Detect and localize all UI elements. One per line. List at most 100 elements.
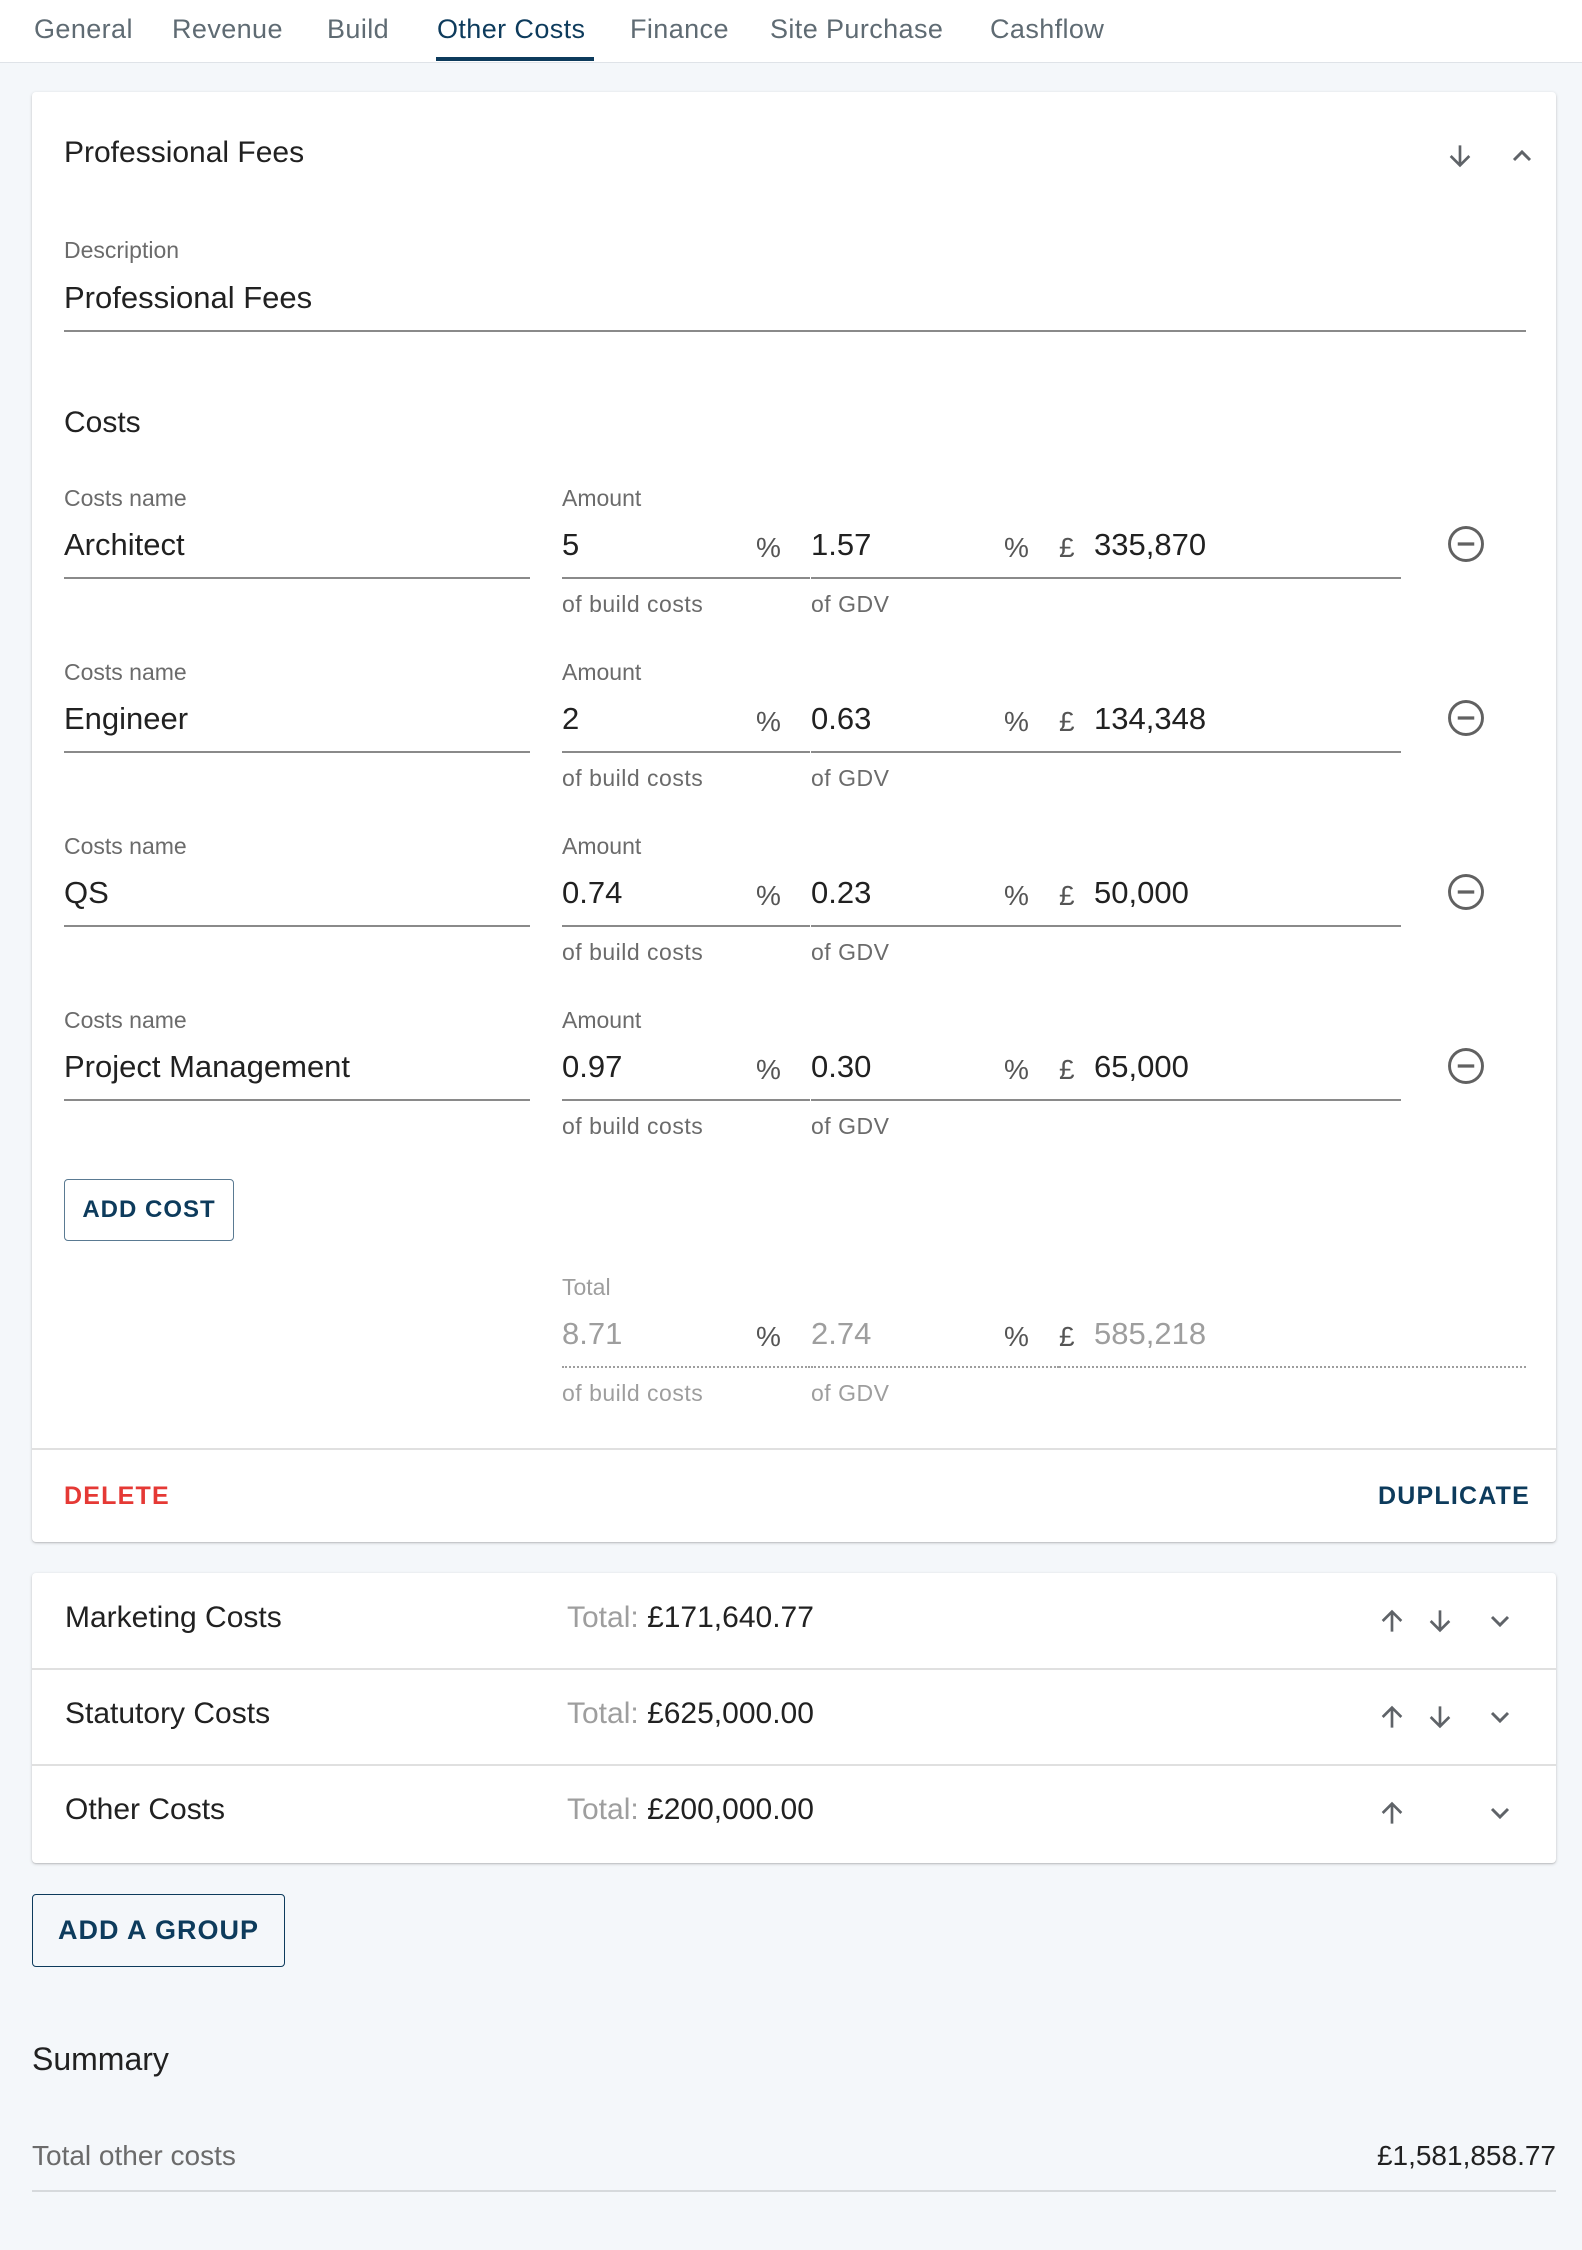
description-input[interactable]: Professional Fees xyxy=(64,280,313,315)
build-sub: of build costs xyxy=(562,939,704,965)
delete-button[interactable]: DELETE xyxy=(64,1482,170,1510)
remove-cost-button[interactable] xyxy=(1444,1044,1488,1088)
add-group-button[interactable]: ADD A GROUP xyxy=(32,1894,285,1967)
total-value: £625,000.00 xyxy=(647,1697,814,1730)
pct-unit: % xyxy=(756,706,781,737)
group-row-marketing[interactable]: Marketing Costs Total: £171,640.77 xyxy=(32,1573,1556,1669)
pct-gdv-underline xyxy=(811,577,1059,579)
arrow-down-icon xyxy=(1429,1610,1451,1633)
pct-gdv-input[interactable]: 1.57 xyxy=(811,527,872,562)
pct-gdv-underline xyxy=(811,925,1059,927)
pct-build-input[interactable]: 0.97 xyxy=(562,1049,623,1084)
collapsed-groups-card: Marketing Costs Total: £171,640.77 Statu… xyxy=(32,1573,1556,1863)
arrow-down-icon xyxy=(1449,145,1471,168)
move-down-button[interactable] xyxy=(1418,1695,1462,1739)
costs-name-input[interactable]: Engineer xyxy=(64,701,189,736)
build-sub: of build costs xyxy=(562,1380,704,1406)
pct-gdv-input[interactable]: 0.63 xyxy=(811,701,872,736)
tab-revenue[interactable]: Revenue xyxy=(172,14,283,44)
arrow-up-icon xyxy=(1381,1609,1403,1632)
active-tab-indicator xyxy=(436,57,594,61)
tab-build[interactable]: Build xyxy=(327,14,390,44)
expand-button[interactable] xyxy=(1478,1599,1522,1643)
amount-input[interactable]: 134,348 xyxy=(1094,701,1207,736)
group-title: Professional Fees xyxy=(64,136,305,169)
total-label: Total xyxy=(562,1274,611,1300)
collapse-button[interactable] xyxy=(1500,134,1544,178)
pct-build-input[interactable]: 2 xyxy=(562,701,580,736)
gdv-sub: of GDV xyxy=(811,765,890,791)
total-prefix: Total: xyxy=(567,1793,639,1826)
card-footer-divider xyxy=(32,1448,1556,1450)
duplicate-button[interactable]: DUPLICATE xyxy=(1378,1482,1530,1510)
amount-input[interactable]: 335,870 xyxy=(1094,527,1207,562)
costs-name-label: Costs name xyxy=(64,833,187,859)
tab-cashflow[interactable]: Cashflow xyxy=(990,14,1105,44)
remove-cost-button[interactable] xyxy=(1444,522,1488,566)
total-amount: 585,218 xyxy=(1094,1316,1207,1351)
add-cost-button[interactable]: ADD COST xyxy=(64,1179,234,1241)
move-down-button[interactable] xyxy=(1438,134,1482,178)
move-up-button[interactable] xyxy=(1370,1599,1414,1643)
total-prefix: Total: xyxy=(567,1601,639,1634)
total-pct-build-underline xyxy=(562,1366,810,1368)
tab-bar: General Revenue Build Other Costs Financ… xyxy=(0,0,1582,63)
group-name: Statutory Costs xyxy=(65,1697,271,1730)
costs-name-label: Costs name xyxy=(64,485,187,511)
costs-name-input[interactable]: QS xyxy=(64,875,109,910)
move-up-button[interactable] xyxy=(1370,1791,1414,1835)
remove-cost-button[interactable] xyxy=(1444,870,1488,914)
arrow-up-icon xyxy=(1381,1705,1403,1728)
pct-gdv-input[interactable]: 0.23 xyxy=(811,875,872,910)
pct-unit: % xyxy=(756,532,781,563)
move-down-button[interactable] xyxy=(1418,1599,1462,1643)
currency-symbol: £ xyxy=(1059,880,1075,911)
currency-symbol: £ xyxy=(1059,532,1075,563)
group-total: Total: £625,000.00 xyxy=(567,1697,814,1731)
description-underline xyxy=(64,330,1526,332)
build-sub: of build costs xyxy=(562,591,704,617)
pct-gdv-underline xyxy=(811,1099,1059,1101)
total-value: £200,000.00 xyxy=(647,1793,814,1826)
tab-general[interactable]: General xyxy=(34,14,133,44)
expand-button[interactable] xyxy=(1478,1695,1522,1739)
tab-site-purchase[interactable]: Site Purchase xyxy=(770,14,944,44)
remove-circle-icon xyxy=(1448,874,1484,910)
tab-finance[interactable]: Finance xyxy=(630,14,729,44)
arrow-down-icon xyxy=(1429,1706,1451,1729)
amount-label: Amount xyxy=(562,485,642,511)
chevron-up-icon xyxy=(1512,149,1532,162)
gdv-sub: of GDV xyxy=(811,1380,890,1406)
pct-unit: % xyxy=(1004,1321,1029,1352)
pct-build-input[interactable]: 5 xyxy=(562,527,580,562)
pct-build-underline xyxy=(562,577,810,579)
total-pct-build: 8.71 xyxy=(562,1316,623,1351)
remove-cost-button[interactable] xyxy=(1444,696,1488,740)
gdv-sub: of GDV xyxy=(811,1113,890,1139)
summary-total-label: Total other costs xyxy=(32,2140,236,2171)
pct-unit: % xyxy=(1004,880,1029,911)
costs-name-input[interactable]: Project Management xyxy=(64,1049,351,1084)
costs-name-label: Costs name xyxy=(64,659,187,685)
pct-unit: % xyxy=(1004,706,1029,737)
move-up-button[interactable] xyxy=(1370,1695,1414,1739)
pct-gdv-input[interactable]: 0.30 xyxy=(811,1049,872,1084)
pct-gdv-underline xyxy=(811,751,1059,753)
amount-label: Amount xyxy=(562,659,642,685)
currency-symbol: £ xyxy=(1059,1054,1075,1085)
tab-other-costs[interactable]: Other Costs xyxy=(437,14,586,44)
remove-circle-icon xyxy=(1448,1048,1484,1084)
amount-label: Amount xyxy=(562,1007,642,1033)
amount-input[interactable]: 65,000 xyxy=(1094,1049,1189,1084)
pct-build-input[interactable]: 0.74 xyxy=(562,875,623,910)
group-row-statutory[interactable]: Statutory Costs Total: £625,000.00 xyxy=(32,1669,1556,1765)
amount-underline xyxy=(1059,577,1401,579)
expand-button[interactable] xyxy=(1478,1791,1522,1835)
group-row-other[interactable]: Other Costs Total: £200,000.00 xyxy=(32,1765,1556,1861)
group-total: Total: £171,640.77 xyxy=(567,1601,814,1635)
chevron-down-icon xyxy=(1490,1711,1510,1724)
amount-input[interactable]: 50,000 xyxy=(1094,875,1189,910)
pct-build-underline xyxy=(562,1099,810,1101)
costs-name-input[interactable]: Architect xyxy=(64,527,185,562)
name-underline xyxy=(64,751,530,753)
